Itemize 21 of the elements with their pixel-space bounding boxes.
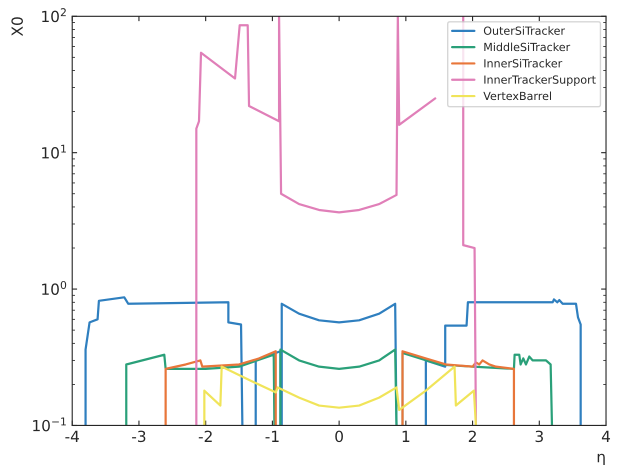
- legend-label: InnerSiTracker: [484, 58, 562, 68]
- x-tick-label: -1: [266, 430, 279, 442]
- x-tick-label: 3: [536, 430, 543, 442]
- x-tick-label: -4: [65, 430, 79, 442]
- legend-label: MiddleSiTracker: [484, 42, 570, 52]
- y-tick-label: 10$^{1}$: [42, 144, 66, 159]
- x-tick-label: 1: [402, 430, 410, 442]
- x-tick-label: 4: [602, 430, 610, 442]
- x-tick-label: 0: [335, 430, 343, 442]
- y-axis-title: X0: [11, 17, 23, 36]
- legend-label: VertexBarrel: [483, 92, 551, 100]
- legend-label: OuterSiTracker: [484, 26, 566, 35]
- y-tick-label: 10$^{0}$: [42, 280, 66, 295]
- x-tick-label: -3: [132, 430, 146, 442]
- legend-label: InnerTrackerSupport: [484, 75, 596, 86]
- x-tick-label: -2: [198, 430, 212, 442]
- x-axis-title: η: [598, 454, 605, 465]
- line-series: [203, 366, 478, 426]
- x-tick-label: 2: [468, 430, 476, 442]
- y-tick-label: 10$^{2}$: [42, 8, 66, 22]
- y-tick-label: 10$^{−1}$: [33, 418, 66, 432]
